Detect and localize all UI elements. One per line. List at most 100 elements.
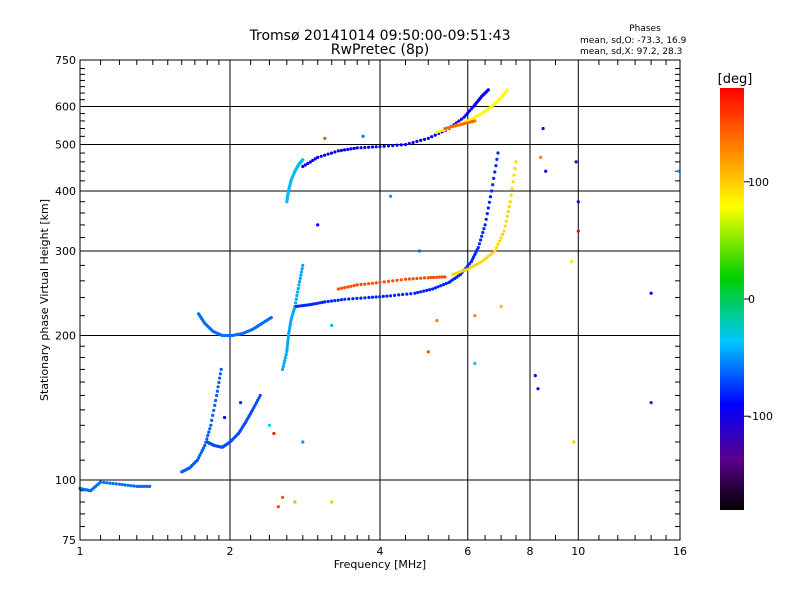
data-point: [426, 350, 430, 354]
data-point: [677, 169, 681, 173]
data-point: [417, 249, 422, 253]
data-point: [288, 323, 292, 328]
data-point: [108, 481, 112, 485]
data-point: [296, 290, 300, 294]
data-point: [512, 173, 516, 177]
data-point: [318, 301, 322, 305]
data-point: [422, 289, 426, 293]
data-point: [411, 140, 415, 145]
data-point: [111, 481, 115, 486]
data-point: [343, 297, 347, 301]
data-point: [445, 126, 450, 130]
data-point: [320, 300, 324, 304]
colorbar-tick-label: 0: [748, 293, 755, 306]
data-point: [219, 367, 223, 371]
data-point: [399, 278, 403, 282]
data-point: [209, 423, 213, 427]
data-points: [78, 88, 681, 509]
data-point: [299, 270, 304, 274]
data-point: [199, 451, 203, 455]
data-point: [649, 291, 653, 295]
data-point: [222, 415, 227, 420]
data-point: [480, 234, 484, 238]
data-point: [352, 284, 356, 288]
data-point: [370, 145, 374, 149]
data-point: [355, 283, 359, 287]
data-point: [239, 401, 243, 405]
data-point: [293, 500, 297, 504]
data-point: [426, 276, 430, 280]
data-point: [288, 326, 292, 330]
x-tick-label: 4: [377, 545, 384, 558]
data-point: [303, 163, 307, 167]
data-point: [285, 344, 289, 348]
data-point: [251, 408, 255, 412]
data-point: [502, 229, 506, 233]
data-point: [313, 157, 317, 161]
data-point: [311, 302, 315, 306]
x-tick-label: 10: [571, 545, 585, 558]
data-point: [308, 303, 312, 307]
data-point: [541, 126, 545, 131]
colorbar-tick-label: 100: [748, 176, 769, 189]
data-point: [215, 389, 219, 393]
data-point: [284, 353, 288, 357]
data-point: [428, 288, 432, 292]
data-point: [473, 119, 477, 123]
y-tick-label: 500: [55, 139, 76, 152]
data-point: [114, 482, 118, 486]
data-point: [346, 147, 350, 151]
data-point: [323, 153, 327, 157]
data-point: [296, 286, 300, 291]
data-point: [201, 446, 206, 450]
data-point: [311, 158, 315, 162]
data-point: [485, 212, 489, 216]
axis-ticks: 1 2 4 6 8 10 16 75 100 200 300 400 500 600 750: [55, 54, 687, 558]
data-point: [473, 115, 477, 119]
data-point: [323, 300, 327, 304]
data-point: [505, 88, 509, 92]
data-point: [281, 367, 285, 371]
data-point: [294, 301, 298, 305]
data-point: [285, 350, 289, 354]
data-point: [507, 205, 511, 209]
data-point: [352, 146, 356, 150]
data-point: [349, 284, 353, 288]
data-point: [374, 281, 378, 285]
data-point: [510, 186, 514, 191]
x-tick-label: 8: [527, 545, 534, 558]
data-point: [484, 256, 488, 260]
x-tick-label: 1: [77, 545, 84, 558]
data-point: [212, 408, 216, 412]
data-point: [506, 209, 510, 214]
data-point: [301, 158, 305, 162]
data-point: [132, 484, 136, 488]
data-point: [453, 124, 457, 128]
data-point: [435, 275, 439, 279]
data-point: [494, 246, 498, 250]
data-point: [508, 200, 512, 204]
data-point: [281, 495, 285, 499]
data-point: [505, 214, 509, 218]
data-point: [347, 297, 351, 301]
data-point: [458, 123, 462, 127]
data-point: [216, 385, 220, 389]
data-point: [488, 195, 493, 199]
data-point: [473, 314, 477, 318]
data-point: [99, 480, 103, 484]
data-point: [477, 242, 481, 246]
data-point: [205, 437, 209, 441]
data-point: [431, 287, 435, 291]
data-point: [425, 288, 429, 292]
data-point: [572, 440, 576, 444]
data-point: [294, 304, 299, 308]
data-point: [576, 200, 580, 204]
y-tick-label: 750: [55, 54, 76, 67]
data-point: [211, 413, 215, 417]
data-point: [570, 260, 574, 264]
data-point: [203, 443, 207, 448]
data-point: [289, 318, 293, 323]
data-point: [213, 403, 217, 407]
data-point: [499, 304, 503, 308]
data-point: [336, 149, 340, 153]
